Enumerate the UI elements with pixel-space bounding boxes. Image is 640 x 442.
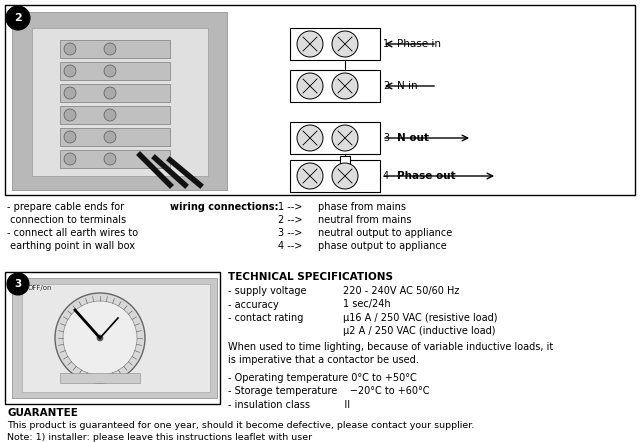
Bar — [60, 106, 170, 124]
Text: 1 sec/24h: 1 sec/24h — [343, 300, 390, 309]
Text: - connect all earth wires to: - connect all earth wires to — [7, 228, 138, 238]
Circle shape — [104, 131, 116, 143]
Text: 3: 3 — [14, 279, 22, 289]
Text: 3 -->: 3 --> — [278, 228, 302, 238]
Text: N out: N out — [397, 133, 429, 143]
Text: neutral from mains: neutral from mains — [318, 215, 412, 225]
Text: - contact rating: - contact rating — [228, 313, 303, 323]
Circle shape — [104, 65, 116, 77]
Text: Note: 1) installer: please leave this instructions leaflet with user: Note: 1) installer: please leave this in… — [7, 433, 312, 442]
Text: TECHNICAL SPECIFICATIONS: TECHNICAL SPECIFICATIONS — [228, 272, 393, 282]
Circle shape — [104, 43, 116, 55]
Text: 1 -->: 1 --> — [278, 202, 302, 212]
Circle shape — [104, 109, 116, 121]
Bar — [290, 160, 380, 192]
Text: earthing point in wall box: earthing point in wall box — [7, 241, 135, 251]
Circle shape — [64, 153, 76, 165]
Circle shape — [64, 43, 76, 55]
Text: µ2 A / 250 VAC (inductive load): µ2 A / 250 VAC (inductive load) — [343, 327, 495, 336]
Circle shape — [104, 153, 116, 165]
Text: 4 -->: 4 --> — [278, 241, 302, 251]
Bar — [60, 128, 170, 146]
Circle shape — [64, 65, 76, 77]
Bar — [12, 278, 217, 398]
Text: wiring connections:: wiring connections: — [170, 202, 278, 212]
Text: Phase in: Phase in — [397, 39, 441, 49]
Ellipse shape — [297, 73, 323, 99]
Bar — [60, 373, 140, 383]
Text: OFF/on: OFF/on — [28, 285, 52, 291]
Bar — [290, 28, 380, 60]
Ellipse shape — [332, 31, 358, 57]
Text: - Storage temperature    −20°C to +60°C: - Storage temperature −20°C to +60°C — [228, 386, 429, 396]
Text: phase output to appliance: phase output to appliance — [318, 241, 447, 251]
Text: 4: 4 — [383, 171, 389, 181]
Text: neutral output to appliance: neutral output to appliance — [318, 228, 452, 238]
Text: connection to terminals: connection to terminals — [7, 215, 126, 225]
Ellipse shape — [297, 31, 323, 57]
Text: µ16 A / 250 VAC (resistive load): µ16 A / 250 VAC (resistive load) — [343, 313, 497, 323]
Text: GUARANTEE: GUARANTEE — [7, 408, 78, 418]
Ellipse shape — [297, 125, 323, 151]
Text: When used to time lighting, because of variable inductive loads, it: When used to time lighting, because of v… — [228, 342, 553, 352]
Circle shape — [64, 131, 76, 143]
Bar — [60, 40, 170, 58]
Text: - accuracy: - accuracy — [228, 300, 279, 309]
Text: This product is guaranteed for one year, should it become defective, please cont: This product is guaranteed for one year,… — [7, 421, 474, 430]
Bar — [22, 284, 210, 392]
Text: - insulation class           II: - insulation class II — [228, 400, 350, 410]
Bar — [5, 5, 635, 195]
Bar — [60, 62, 170, 80]
Text: - Operating temperature 0°C to +50°C: - Operating temperature 0°C to +50°C — [228, 373, 417, 383]
Circle shape — [97, 335, 103, 341]
Text: - supply voltage: - supply voltage — [228, 286, 307, 296]
Circle shape — [7, 273, 29, 295]
Bar — [60, 150, 170, 168]
Circle shape — [63, 301, 137, 375]
Text: Phase out: Phase out — [397, 171, 456, 181]
Circle shape — [64, 109, 76, 121]
Text: 3: 3 — [383, 133, 389, 143]
Bar — [5, 272, 220, 404]
Bar — [32, 28, 208, 176]
Bar — [290, 122, 380, 154]
Circle shape — [104, 87, 116, 99]
Ellipse shape — [297, 163, 323, 189]
Circle shape — [64, 87, 76, 99]
Text: 2: 2 — [14, 13, 22, 23]
Bar — [60, 84, 170, 102]
Text: 2 -->: 2 --> — [278, 215, 303, 225]
Text: - prepare cable ends for: - prepare cable ends for — [7, 202, 124, 212]
Bar — [340, 156, 350, 166]
Text: is imperative that a contactor be used.: is imperative that a contactor be used. — [228, 355, 419, 365]
Text: 2: 2 — [383, 81, 389, 91]
Text: 220 - 240V AC 50/60 Hz: 220 - 240V AC 50/60 Hz — [343, 286, 460, 296]
Circle shape — [55, 293, 145, 383]
Ellipse shape — [332, 73, 358, 99]
Text: N in: N in — [397, 81, 418, 91]
Bar — [12, 12, 227, 190]
Circle shape — [6, 6, 30, 30]
Ellipse shape — [332, 125, 358, 151]
Text: phase from mains: phase from mains — [318, 202, 406, 212]
Bar — [290, 70, 380, 102]
Text: 1: 1 — [383, 39, 389, 49]
Ellipse shape — [332, 163, 358, 189]
